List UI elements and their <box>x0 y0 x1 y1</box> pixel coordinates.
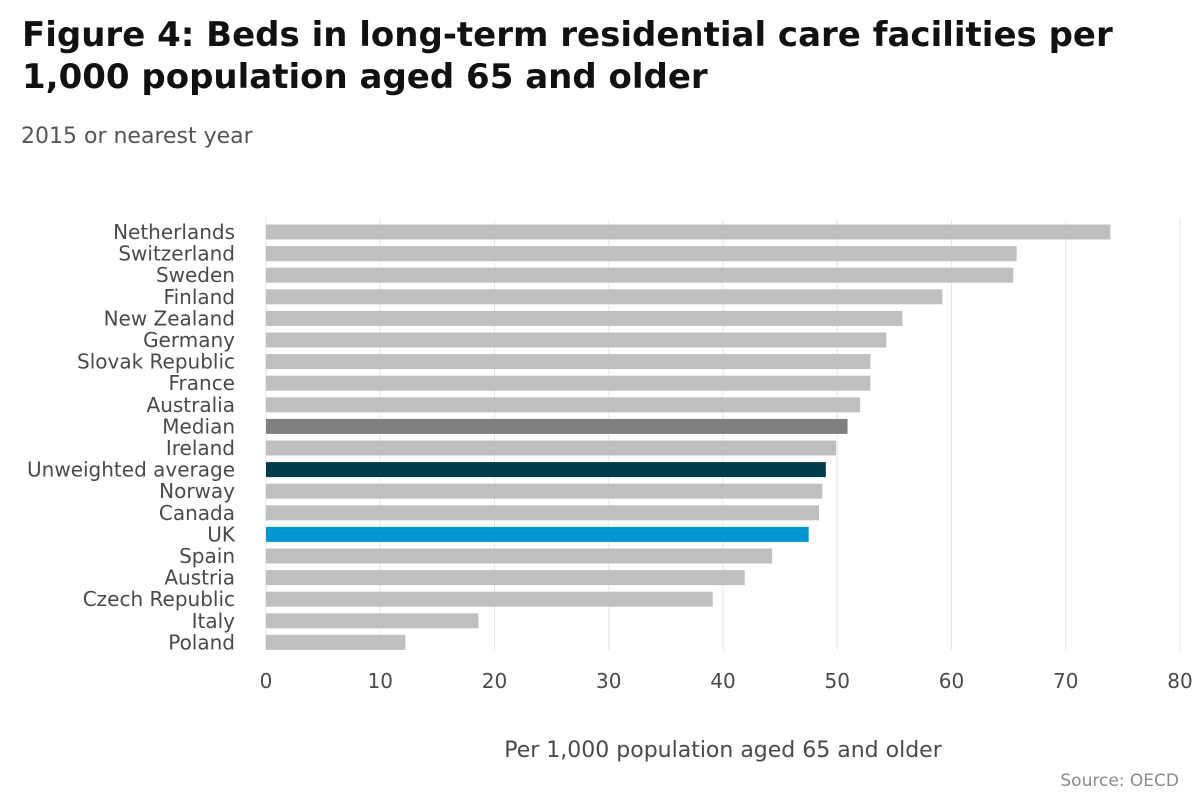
x-tick-label: 30 <box>596 669 621 693</box>
category-label-germany: Germany <box>143 328 235 352</box>
category-label-spain: Spain <box>179 544 235 568</box>
gridlines <box>265 220 1181 650</box>
category-label-france: France <box>168 371 235 395</box>
bar-germany <box>266 332 887 348</box>
category-label-canada: Canada <box>159 501 235 525</box>
category-label-austria: Austria <box>164 566 235 590</box>
category-label-slovak-republic: Slovak Republic <box>77 350 235 374</box>
bar-norway <box>266 483 823 499</box>
bar-poland <box>266 634 406 650</box>
category-label-switzerland: Switzerland <box>118 242 235 266</box>
category-label-unweighted-average: Unweighted average <box>27 458 235 482</box>
bar-netherlands <box>266 224 1111 240</box>
x-tick-label: 10 <box>368 669 393 693</box>
bar-unweighted-average <box>266 462 826 478</box>
category-label-poland: Poland <box>168 630 235 654</box>
category-label-uk: UK <box>207 522 236 546</box>
source-note: Source: OECD <box>1060 771 1179 791</box>
bar-australia <box>266 397 861 413</box>
bar-canada <box>266 505 819 521</box>
x-tick-label: 20 <box>482 669 507 693</box>
bar-new-zealand <box>266 310 903 326</box>
category-label-norway: Norway <box>159 479 235 503</box>
category-label-median: Median <box>162 414 235 438</box>
x-tick-label: 50 <box>825 669 850 693</box>
chart-title: Figure 4: Beds in long-term residential … <box>22 15 1113 97</box>
x-tick-label: 80 <box>1167 669 1192 693</box>
x-tick-label: 40 <box>710 669 735 693</box>
x-tick-label: 0 <box>260 669 273 693</box>
category-label-czech-republic: Czech Republic <box>83 587 235 611</box>
bar-sweden <box>266 267 1014 283</box>
bar-slovak-republic <box>266 354 871 370</box>
bar-czech-republic <box>266 591 713 607</box>
bar-uk <box>266 526 809 542</box>
category-label-ireland: Ireland <box>166 436 235 460</box>
bar-italy <box>266 613 479 629</box>
bars <box>266 224 1111 650</box>
chart-subtitle: 2015 or nearest year <box>21 124 253 149</box>
bar-france <box>266 375 871 391</box>
x-tick-label: 70 <box>1053 669 1078 693</box>
x-tick-labels: 0 10 20 30 40 50 60 70 80 <box>260 669 1193 693</box>
category-label-finland: Finland <box>164 285 235 309</box>
x-axis-title: Per 1,000 population aged 65 and older <box>504 738 942 763</box>
category-label-sweden: Sweden <box>156 263 235 287</box>
bar-ireland <box>266 440 837 456</box>
x-tick-label: 60 <box>939 669 964 693</box>
category-label-new-zealand: New Zealand <box>104 306 235 330</box>
bar-finland <box>266 289 943 305</box>
category-label-netherlands: Netherlands <box>113 220 235 244</box>
bar-median <box>266 418 848 434</box>
category-label-australia: Australia <box>147 393 235 417</box>
category-label-italy: Italy <box>192 609 236 633</box>
bar-austria <box>266 570 745 586</box>
bar-switzerland <box>266 246 1017 262</box>
bar-spain <box>266 548 773 564</box>
